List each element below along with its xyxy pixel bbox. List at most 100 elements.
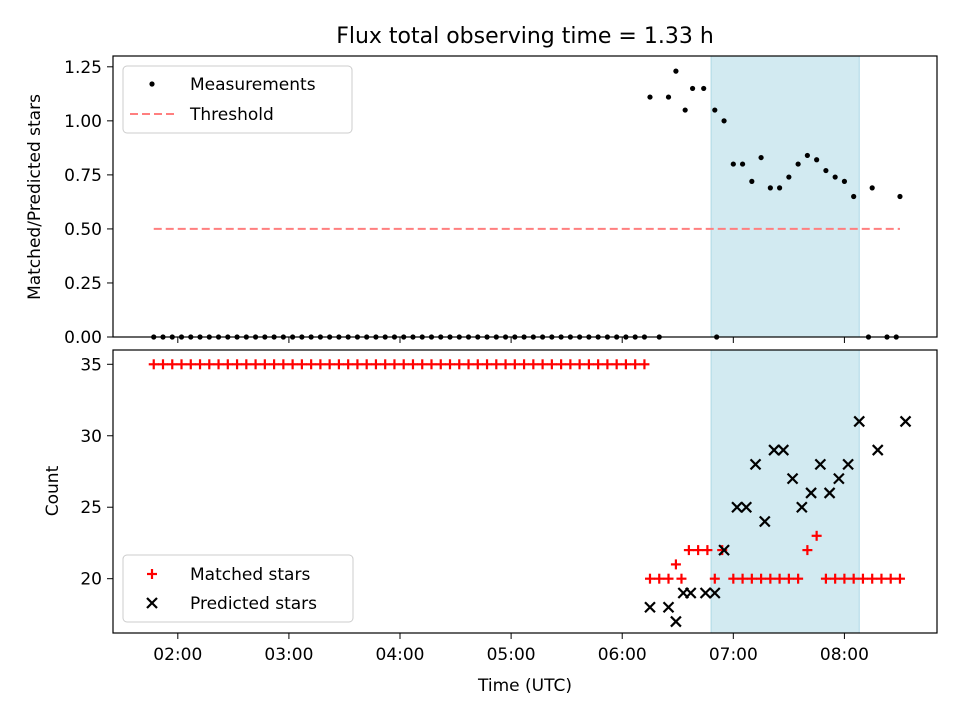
- legend-measurements-marker: [149, 81, 155, 87]
- predicted-star-point: [796, 501, 808, 514]
- matched-star-point: [343, 359, 354, 370]
- matched-star-point: [315, 359, 326, 370]
- matched-star-point: [556, 359, 567, 370]
- x-axis-label: Time (UTC): [477, 676, 572, 696]
- matched-star-point: [213, 359, 224, 370]
- y-tick-label: 0.25: [64, 274, 102, 294]
- matched-star-point: [250, 359, 261, 370]
- predicted-star-point: [731, 501, 743, 514]
- y-tick-label: 0.00: [64, 328, 102, 348]
- matched-star-point: [528, 359, 539, 370]
- y-tick-label: 0.75: [64, 166, 102, 186]
- matched-star-point: [565, 359, 576, 370]
- predicted-star-point: [740, 501, 753, 514]
- chart-title: Flux total observing time = 1.33 h: [336, 24, 714, 49]
- x-tick-label: 07:00: [709, 645, 758, 665]
- predicted-star-point: [823, 487, 836, 499]
- matched-star-point: [602, 359, 613, 370]
- measurement-point: [832, 174, 838, 180]
- matched-star-point: [593, 359, 604, 370]
- predicted-star-point: [842, 458, 854, 471]
- matched-star-point: [222, 359, 233, 370]
- predicted-star-point: [871, 444, 884, 456]
- measurement-point: [804, 152, 810, 159]
- measurement-point: [823, 167, 829, 174]
- matched-star-point: [157, 359, 168, 370]
- matched-star-point: [670, 559, 681, 570]
- matched-star-point: [583, 359, 594, 370]
- measurement-point: [897, 193, 903, 200]
- measurement-point: [767, 185, 773, 191]
- matched-star-point: [663, 573, 674, 584]
- y-tick-label: 20: [80, 570, 102, 590]
- predicted-star-point: [768, 444, 780, 456]
- matched-star-point: [802, 545, 813, 556]
- matched-star-point: [774, 573, 785, 584]
- bottom-y-axis-label: Count: [43, 465, 63, 516]
- matched-star-point: [435, 359, 446, 370]
- top-plot-marks: [151, 68, 903, 340]
- legend-threshold-label: Threshold: [189, 105, 274, 125]
- matched-star-point: [333, 359, 344, 370]
- matched-star-point: [894, 573, 905, 584]
- predicted-star-point: [709, 587, 721, 599]
- matched-star-point: [728, 573, 739, 584]
- top-y-axis-label: Matched/Predicted stars: [25, 94, 45, 300]
- matched-star-point: [287, 359, 298, 370]
- predicted-star-point: [899, 415, 912, 428]
- top-legend: Measurements Threshold: [122, 65, 353, 134]
- measurement-point: [730, 161, 736, 167]
- matched-star-point: [352, 359, 363, 370]
- legend-matched-label: Matched stars: [190, 565, 310, 585]
- predicted-star-point: [644, 601, 656, 614]
- matched-star-point: [195, 359, 206, 370]
- matched-star-point: [361, 359, 372, 370]
- matched-star-point: [676, 573, 687, 584]
- bottom-legend: Matched stars Predicted stars: [122, 554, 354, 623]
- matched-star-point: [398, 359, 409, 370]
- matched-star-point: [176, 359, 187, 370]
- measurement-point: [739, 161, 746, 167]
- measurement-point: [786, 174, 792, 180]
- measurement-point: [689, 85, 696, 92]
- matched-star-point: [765, 573, 776, 584]
- matched-star-point: [241, 359, 252, 370]
- bottom-panel: 20 25 30 35 02:00 03:00 04:00 05:00 06:00 07:00 0…: [43, 349, 938, 696]
- bottom-y-axis: 20 25 30 35: [80, 355, 113, 590]
- matched-star-point: [820, 573, 831, 584]
- top-x-ticks: [177, 337, 845, 343]
- predicted-star-point: [833, 472, 845, 485]
- matched-star-point: [876, 573, 887, 584]
- matched-star-point: [296, 359, 307, 370]
- x-tick-label: 03:00: [264, 645, 313, 665]
- matched-star-point: [500, 359, 511, 370]
- matched-star-point: [269, 359, 280, 370]
- measurement-point: [712, 107, 718, 113]
- matched-star-point: [185, 359, 196, 370]
- measurement-point: [682, 107, 688, 113]
- matched-star-point: [463, 359, 474, 370]
- predicted-star-point: [662, 601, 675, 614]
- top-axes-frame: [112, 55, 938, 338]
- matched-star-point: [867, 573, 878, 584]
- matched-star-point: [519, 359, 530, 370]
- matched-star-point: [259, 359, 270, 370]
- legend-predicted-label: Predicted stars: [190, 594, 317, 614]
- measurement-point: [758, 154, 764, 161]
- y-tick-label: 30: [80, 427, 102, 447]
- measurement-point: [647, 94, 653, 100]
- bottom-x-axis: 02:00 03:00 04:00 05:00 06:00 07:00 08:00: [153, 633, 869, 665]
- matched-star-point: [306, 359, 317, 370]
- y-tick-label: 35: [80, 355, 102, 375]
- matched-star-point: [811, 530, 822, 541]
- predicted-star-point: [814, 458, 827, 471]
- matched-star-point: [417, 359, 428, 370]
- top-highlight-span: [710, 55, 860, 338]
- measurement-point: [869, 185, 875, 191]
- legend-matched-marker: [147, 569, 157, 579]
- y-tick-label: 1.00: [64, 112, 102, 132]
- measurement-point: [721, 118, 727, 124]
- measurement-point: [841, 178, 848, 184]
- matched-star-point: [482, 359, 493, 370]
- y-tick-label: 25: [80, 498, 102, 518]
